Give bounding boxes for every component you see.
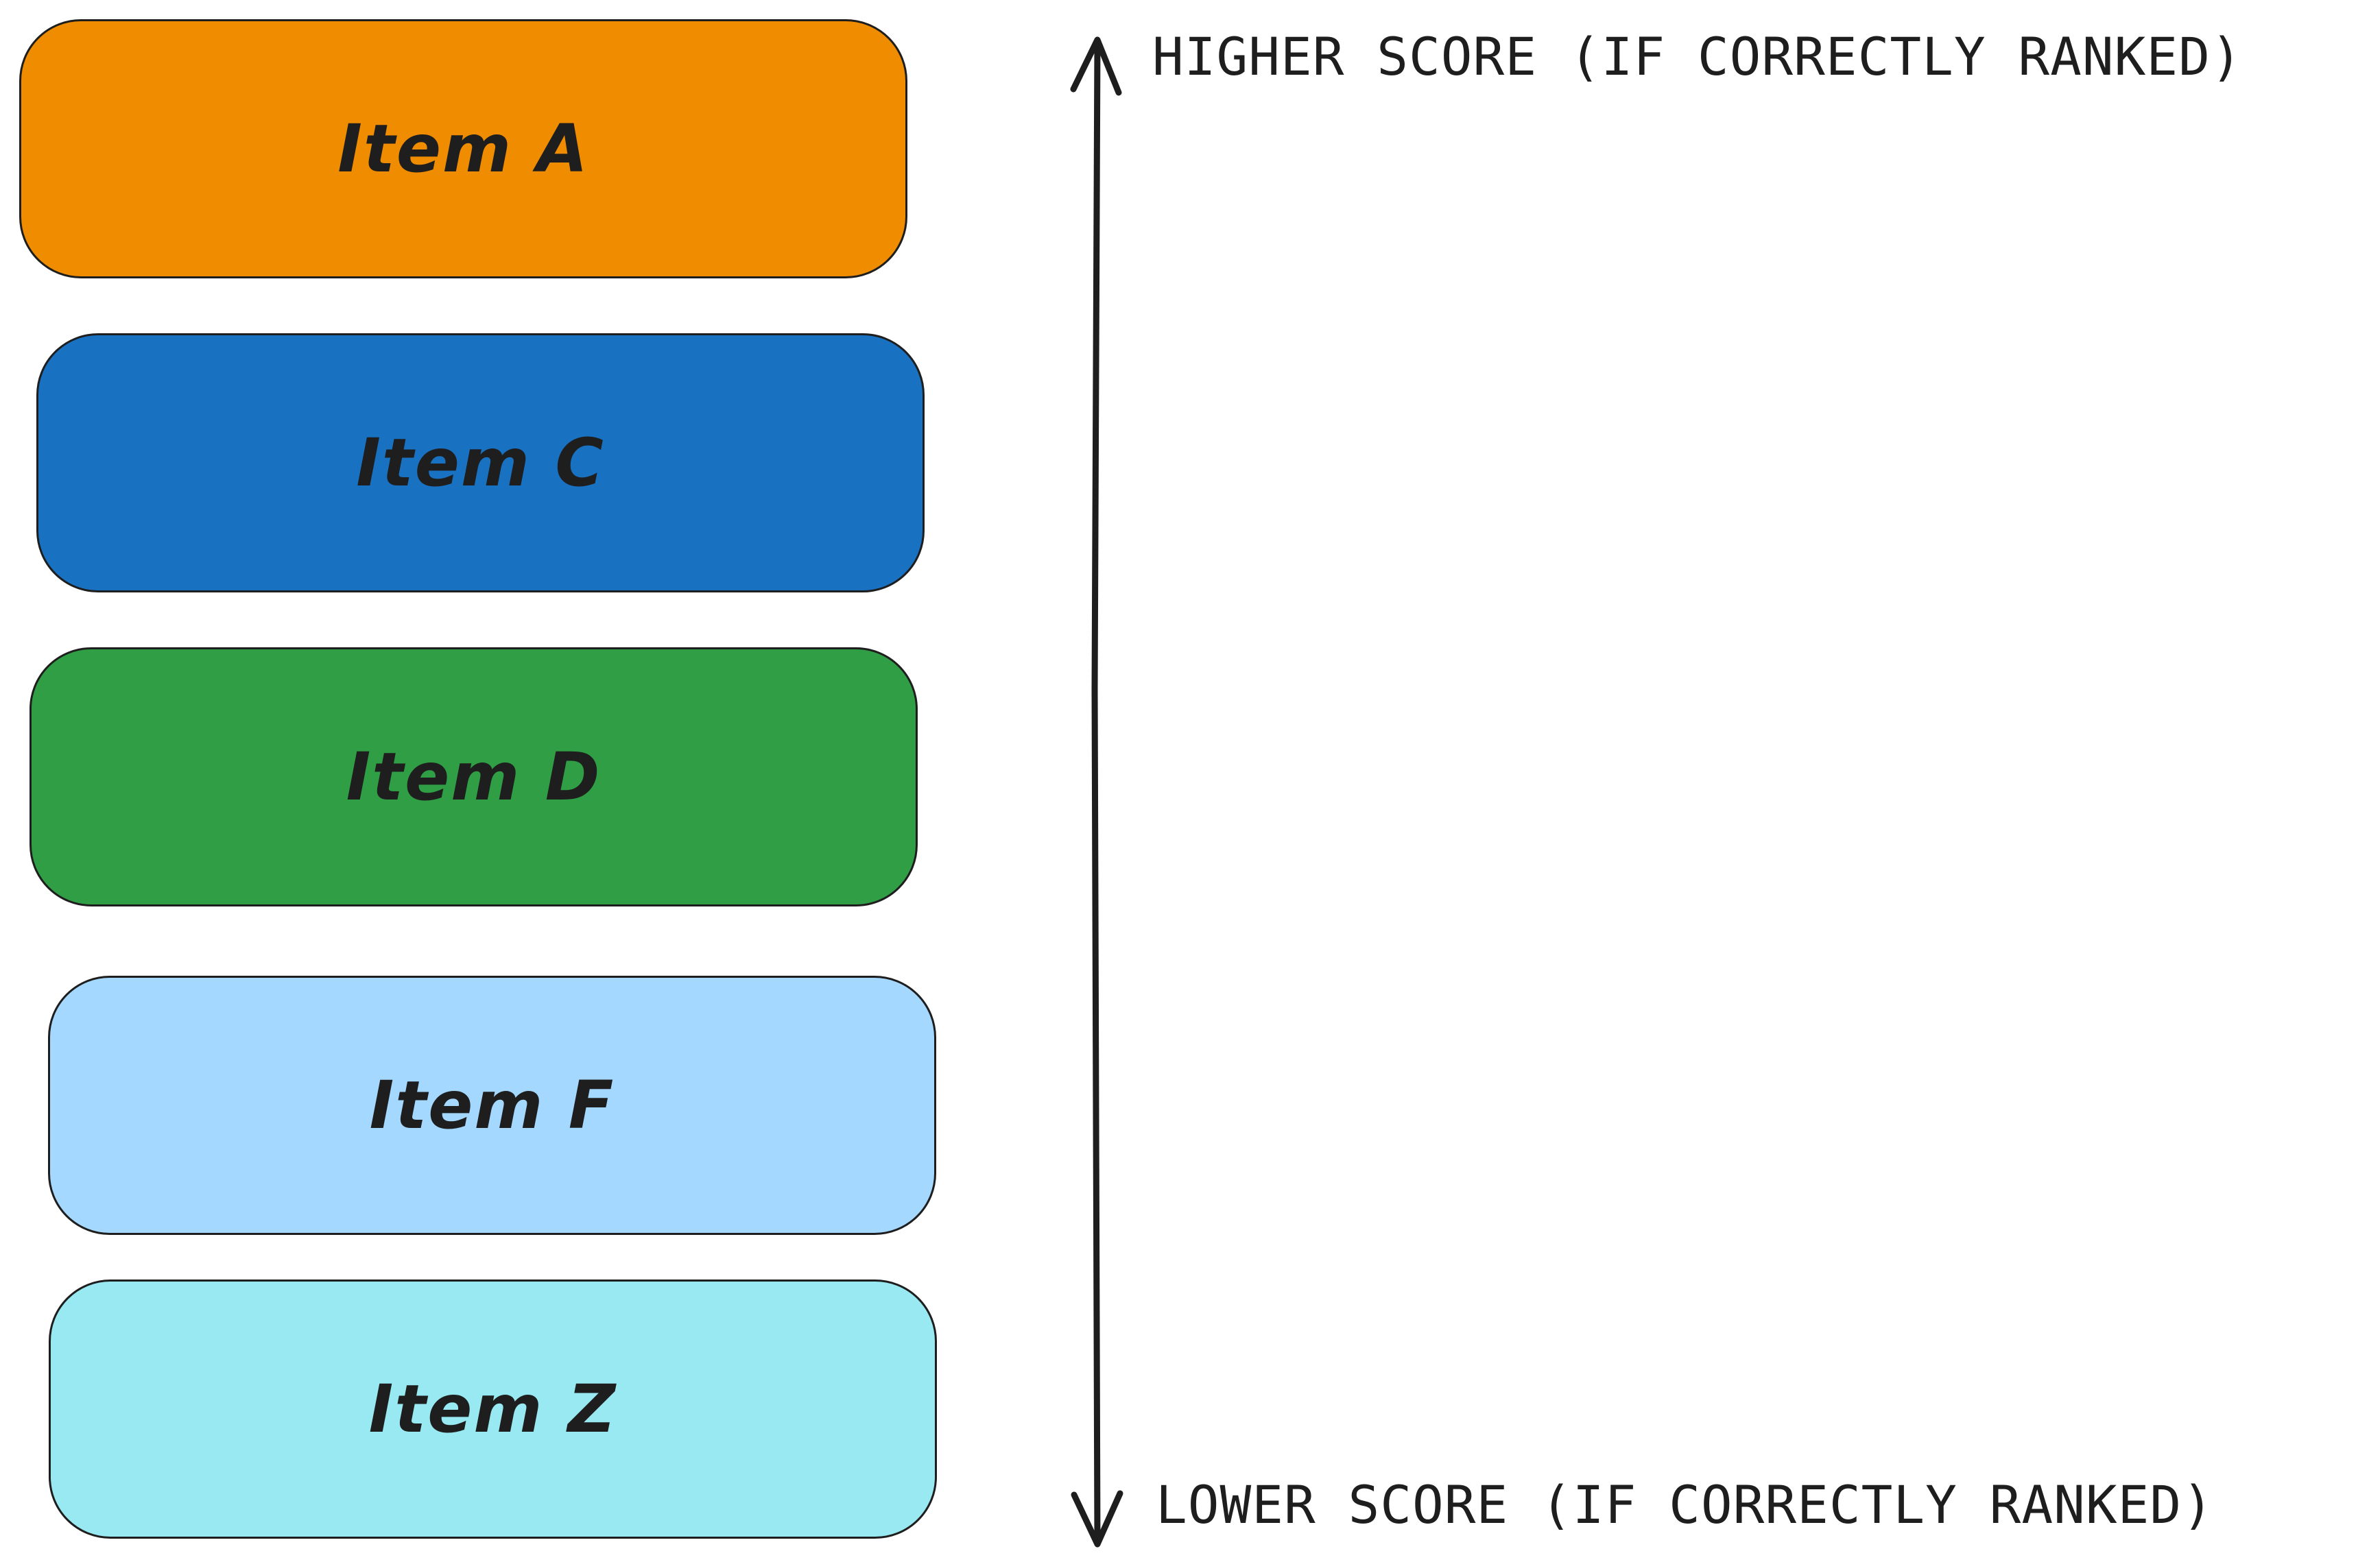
arrow-head-down bbox=[1071, 1490, 1123, 1548]
item-label-z: Item Z bbox=[368, 1371, 617, 1447]
item-box-a: Item A bbox=[19, 19, 907, 278]
axis-line bbox=[1091, 39, 1101, 1546]
item-box-f: Item F bbox=[48, 976, 936, 1235]
item-label-d: Item D bbox=[346, 738, 602, 815]
lower-score-label: LOWER SCORE (IF CORRECTLY RANKED) bbox=[1156, 1474, 2214, 1535]
higher-score-label: HIGHER SCORE (IF CORRECTLY RANKED) bbox=[1152, 26, 2243, 87]
item-box-z: Item Z bbox=[49, 1279, 937, 1539]
item-box-c: Item C bbox=[36, 333, 925, 592]
item-label-f: Item F bbox=[369, 1067, 615, 1144]
arrow-head-up bbox=[1070, 36, 1122, 96]
item-label-c: Item C bbox=[356, 424, 605, 501]
item-box-d: Item D bbox=[29, 647, 918, 906]
item-label-a: Item A bbox=[337, 110, 589, 187]
